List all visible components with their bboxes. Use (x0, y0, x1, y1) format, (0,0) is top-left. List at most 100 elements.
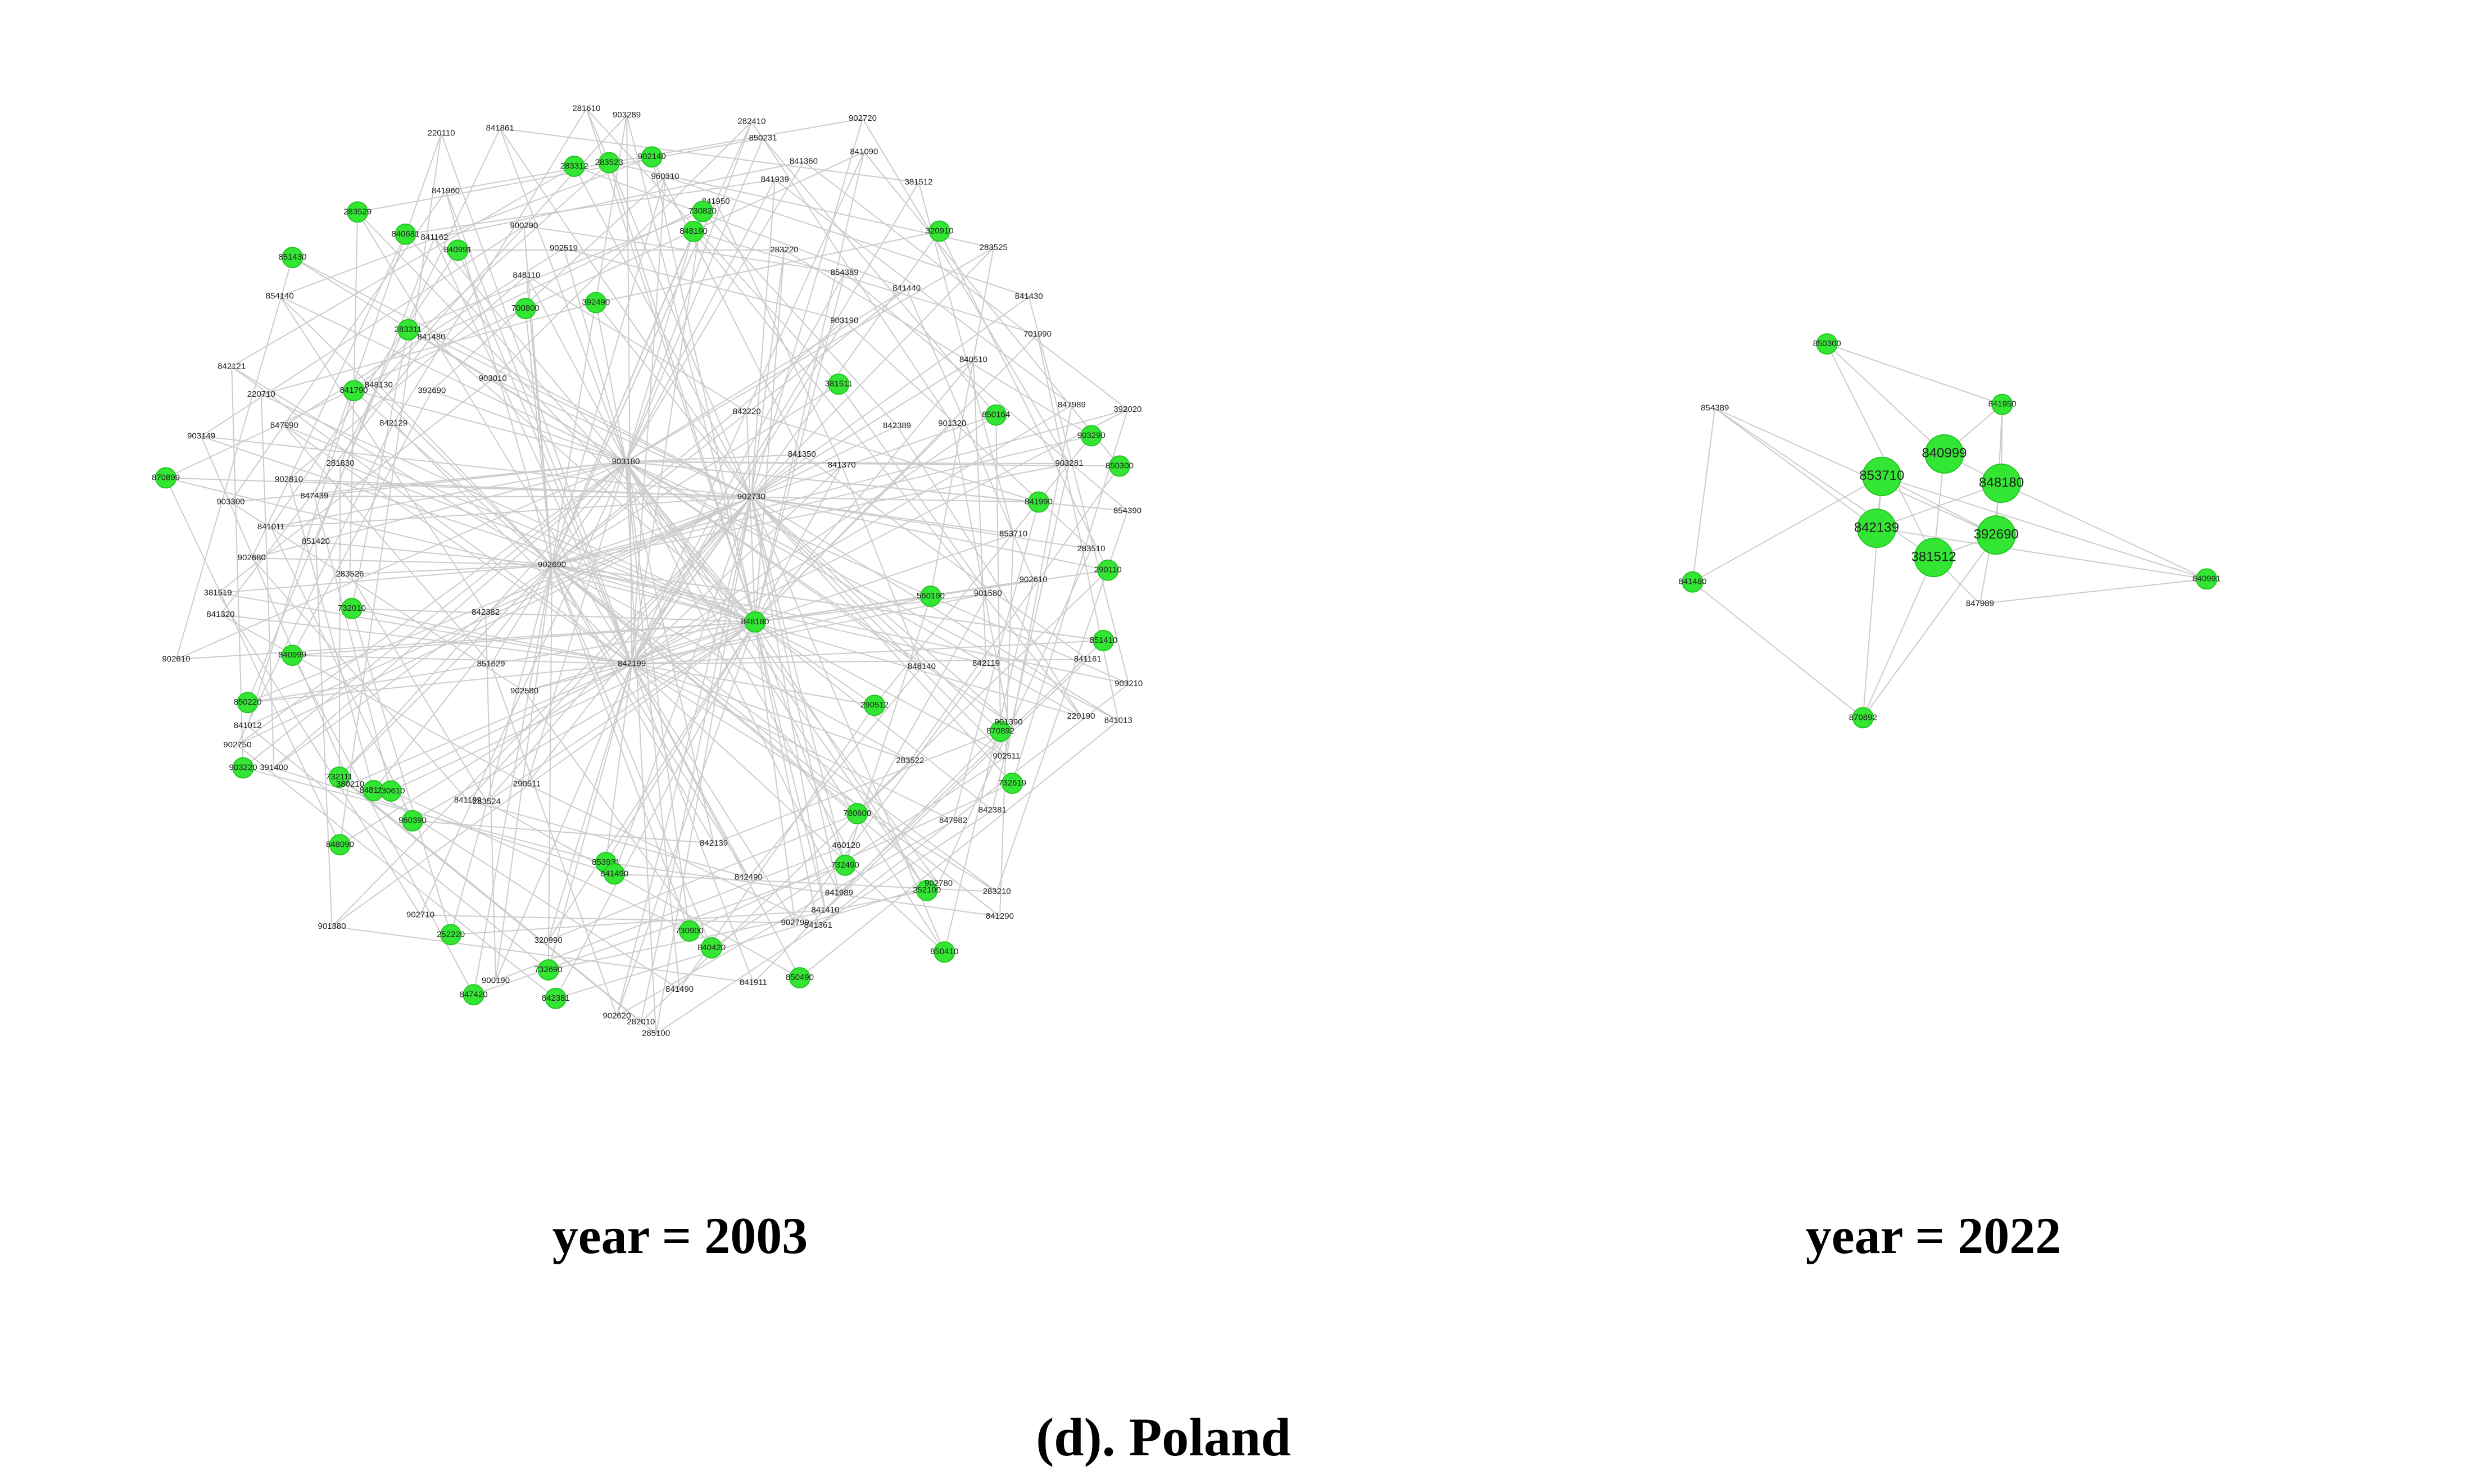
node-circle (1682, 571, 1704, 593)
network-edge (754, 621, 796, 923)
network-edge (247, 621, 755, 704)
node-label: 902710 (406, 910, 434, 919)
network-edge (175, 257, 293, 660)
node-circle (990, 720, 1012, 742)
network-edge (551, 320, 845, 566)
node-circle (447, 239, 469, 261)
node-circle (1856, 508, 1896, 548)
network-node: 902620 (602, 1011, 631, 1021)
network-edge (1826, 343, 1945, 455)
network-edge (231, 166, 575, 367)
node-label: 290110 (1094, 565, 1122, 575)
node-label: 841370 (828, 460, 856, 470)
node-label: 901580 (974, 589, 1002, 598)
network-node: 283529 (343, 201, 372, 223)
network-edge (1826, 343, 1935, 558)
node-label: 902750 (223, 740, 251, 750)
node-label: 847989 (1966, 598, 1994, 608)
node-circle (585, 292, 607, 314)
node-label: 381511 (825, 379, 853, 389)
network-node: 841370 (828, 460, 856, 470)
network-edge (595, 302, 627, 462)
network-edge (596, 230, 940, 303)
node-label: 850164 (982, 410, 1010, 420)
node-label: 730900 (676, 926, 704, 936)
network-edge (651, 157, 756, 623)
network-node: 902750 (223, 740, 251, 750)
network-node: 840999 (1922, 434, 1967, 474)
network-node: 853710 (1859, 456, 1904, 496)
network-edge (338, 463, 341, 778)
network-edge (625, 179, 776, 462)
node-label: 841013 (1104, 716, 1132, 725)
network-edge (495, 565, 553, 981)
node-label: 283220 (770, 245, 798, 255)
network-edge (176, 621, 755, 660)
network-node: 290110 (1094, 559, 1122, 581)
network-edge (573, 166, 752, 497)
node-label: 902690 (538, 560, 566, 569)
node-label: 842220 (733, 407, 761, 416)
network-edge (1979, 578, 2207, 605)
network-edge (495, 845, 846, 982)
network-edge (218, 592, 632, 665)
network-edge (631, 320, 845, 665)
network-edge (441, 133, 633, 664)
network-edge (953, 502, 1039, 821)
network-edge (548, 890, 927, 971)
node-label: 851629 (477, 659, 505, 669)
network-edge (1692, 408, 1716, 582)
network-node: 841861 (486, 124, 514, 133)
node-label: 220110 (428, 128, 455, 138)
node-label: 841290 (986, 911, 1014, 921)
network-node: 841360 (790, 156, 818, 166)
node-label: 381512 (1911, 549, 1956, 564)
network-edge (626, 461, 1081, 718)
network-edge (314, 496, 392, 792)
network-edge (231, 366, 632, 665)
network-node: 283525 (980, 243, 1008, 252)
network-node: 903149 (187, 431, 215, 441)
network-edge (524, 621, 755, 692)
network-node: 732490 (831, 854, 859, 876)
network-node: 320910 (926, 220, 954, 242)
network-node: 840510 (959, 355, 987, 365)
network-node: 841989 (825, 888, 853, 898)
node-label: 903281 (1055, 459, 1083, 468)
network-node: 847989 (1058, 400, 1086, 410)
network-edge (616, 820, 954, 1017)
node-label: 252100 (913, 886, 941, 895)
network-node: 220110 (428, 128, 455, 138)
network-node: 851629 (477, 659, 505, 669)
network-edge (284, 425, 755, 623)
network-node: 841199 (454, 796, 482, 805)
network-edge (292, 655, 632, 665)
network-edge (665, 176, 1029, 298)
node-label: 841090 (850, 147, 878, 156)
node-label: 903220 (229, 763, 257, 773)
network-edge (862, 118, 1070, 464)
network-node: 854389 (831, 267, 859, 277)
node-circle (537, 959, 559, 981)
network-edge (485, 496, 752, 613)
node-label: 283525 (980, 243, 1008, 252)
node-label: 780600 (843, 809, 871, 818)
network-edge (896, 425, 1082, 717)
network-edge (631, 230, 940, 665)
node-label: 901320 (938, 419, 966, 428)
network-node: 841162 (421, 233, 449, 242)
network-edge (614, 497, 752, 874)
network-node: 847982 (939, 816, 967, 825)
network-edge (844, 272, 1128, 512)
network-edge (451, 910, 826, 936)
node-circle (347, 201, 369, 223)
node-label: 841361 (804, 920, 832, 930)
network-node: 282010 (627, 1017, 655, 1027)
node-label: 850300 (1813, 339, 1841, 348)
network-edge (632, 659, 1088, 665)
network-edge (547, 621, 756, 941)
network-node: 901320 (938, 419, 966, 428)
network-node: 840991 (444, 239, 472, 261)
network-edge (751, 121, 953, 424)
network-edge (260, 394, 275, 768)
